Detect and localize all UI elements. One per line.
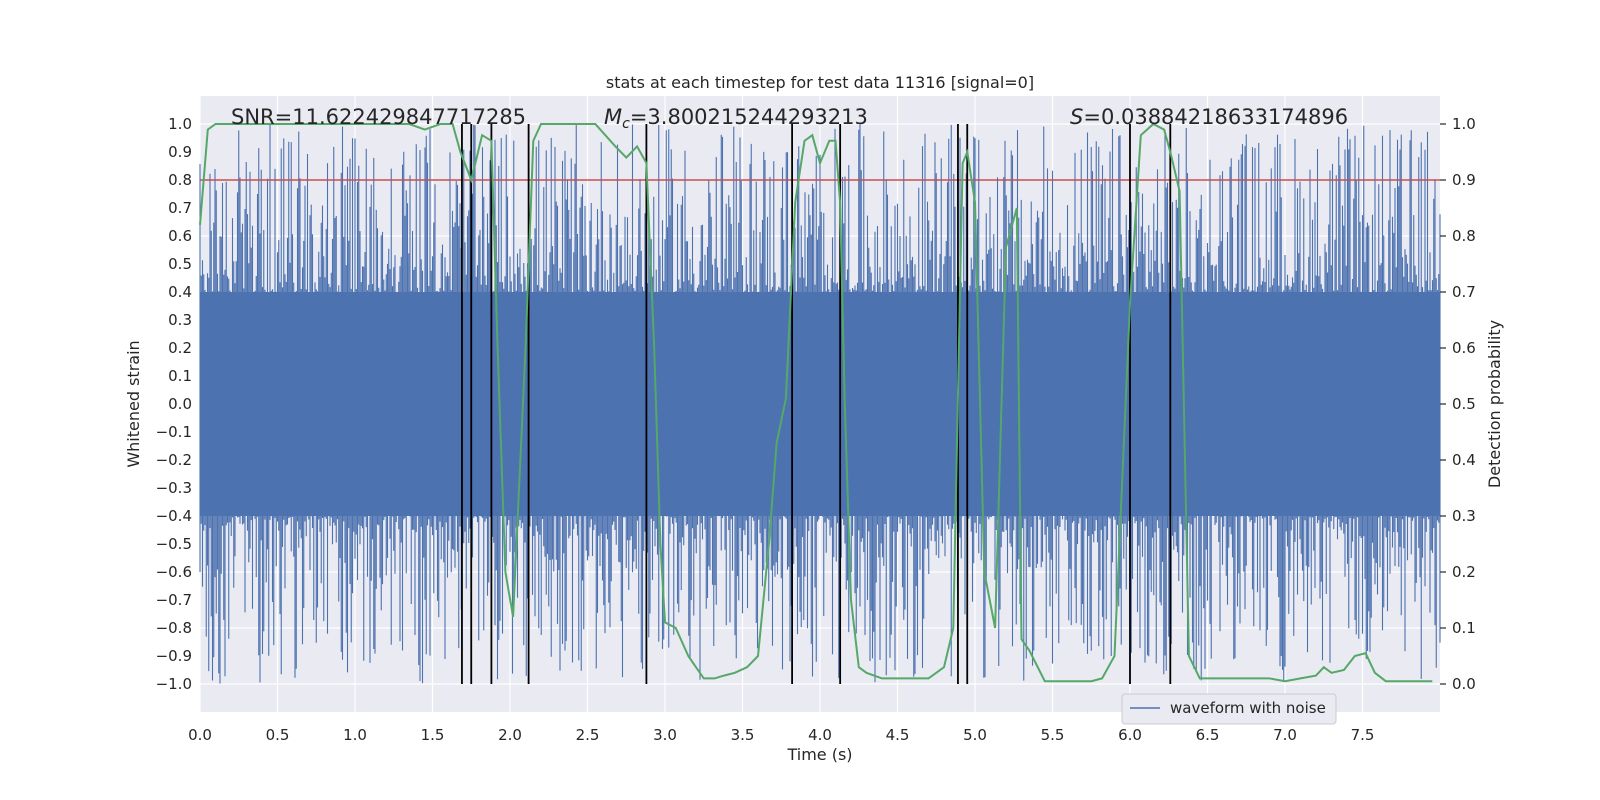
x-axis-label: Time (s) (786, 745, 852, 764)
x-tick-label: 0.5 (266, 726, 290, 744)
x-tick-label: 4.0 (808, 726, 832, 744)
legend: waveform with noise (1121, 693, 1337, 725)
y-left-tick-label: 0.7 (168, 199, 192, 217)
y-left-tick-label: 0.3 (168, 311, 192, 329)
vertical-markers (461, 124, 1172, 684)
x-tick-label: 5.5 (1041, 726, 1065, 744)
y-right-tick-label: 0.1 (1452, 619, 1476, 637)
x-tick-label: 6.5 (1196, 726, 1220, 744)
detection-probability-line (199, 122, 1433, 683)
x-tick-label: 1.5 (421, 726, 445, 744)
chirp-mass-annotation: Mc=3.800215244293213 (604, 105, 868, 132)
x-tick-label: 7.5 (1351, 726, 1375, 744)
chart-title: stats at each timestep for test data 113… (606, 73, 1034, 92)
x-tick-label: 0.0 (188, 726, 212, 744)
legend-box (1121, 693, 1337, 725)
x-tick-label: 3.5 (731, 726, 755, 744)
probability-series (199, 122, 1433, 683)
y-left-tick-label: 1.0 (168, 115, 192, 133)
y-right-tick-label: 0.5 (1452, 395, 1476, 413)
y-right-tick-label: 0.8 (1452, 227, 1476, 245)
y-left-tick-label: −0.6 (156, 563, 192, 581)
y-left-tick-label: −0.4 (156, 507, 192, 525)
s-annotation: S=0.03884218633174896 (1070, 105, 1348, 129)
y-right-tick-label: 0.4 (1452, 451, 1476, 469)
y-left-tick-label: 0.9 (168, 143, 192, 161)
x-tick-label: 7.0 (1273, 726, 1297, 744)
snr-annotation: SNR=11.622429847717285 (231, 105, 526, 129)
y-right-tick-label: 0.2 (1452, 563, 1476, 581)
y-left-tick-label: 0.1 (168, 367, 192, 385)
y-left-tick-label: −0.3 (156, 479, 192, 497)
s-symbol: S (1070, 105, 1083, 129)
y-left-tick-label: 0.2 (168, 339, 192, 357)
x-tick-label: 4.5 (886, 726, 910, 744)
y-left-tick-label: −0.5 (156, 535, 192, 553)
y-left-tick-label: 0.4 (168, 283, 192, 301)
x-tick-label: 5.0 (963, 726, 987, 744)
chirp-mass-value: =3.800215244293213 (630, 105, 868, 129)
y-right-tick-label: 0.0 (1452, 675, 1476, 693)
s-value: =0.03884218633174896 (1083, 105, 1348, 129)
noise-spikes (199, 124, 1441, 684)
chirp-mass-subscript: c (622, 116, 630, 132)
noise-series (199, 124, 1441, 684)
y-axis-label-left: Whitened strain (124, 340, 143, 467)
y-left-tick-label: 0.8 (168, 171, 192, 189)
y-left-tick-label: 0.0 (168, 395, 192, 413)
y-right-tick-label: 0.7 (1452, 283, 1476, 301)
tick-labels: 0.0 0.5 1.0 1.5 2.0 2.5 3.0 3.5 4.0 4.5 5.0 5.5 6.0 6… (156, 115, 1476, 744)
y-right-tick-label: 0.3 (1452, 507, 1476, 525)
y-left-tick-label: −0.2 (156, 451, 192, 469)
y-right-tick-label: 0.9 (1452, 171, 1476, 189)
x-tick-label: 6.0 (1118, 726, 1142, 744)
chirp-mass-symbol: M (604, 105, 622, 129)
y-left-tick-label: −0.9 (156, 647, 192, 665)
legend-entry: waveform with noise (1170, 699, 1326, 717)
x-tick-label: 2.0 (498, 726, 522, 744)
x-tick-label: 2.5 (576, 726, 600, 744)
y-axis-label-right: Detection probability (1485, 320, 1504, 488)
y-left-tick-label: 0.6 (168, 227, 192, 245)
y-right-tick-label: 0.6 (1452, 339, 1476, 357)
y-left-tick-label: 0.5 (168, 255, 192, 273)
x-tick-label: 3.0 (653, 726, 677, 744)
y-left-tick-label: −0.1 (156, 423, 192, 441)
y-left-tick-label: −1.0 (156, 675, 192, 693)
x-tick-label: 1.0 (343, 726, 367, 744)
y-right-tick-label: 1.0 (1452, 115, 1476, 133)
y-left-tick-label: −0.7 (156, 591, 192, 609)
y-left-tick-label: −0.8 (156, 619, 192, 637)
